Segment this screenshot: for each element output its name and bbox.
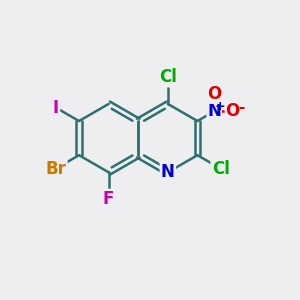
Text: Br: Br: [45, 160, 66, 178]
Text: -: -: [238, 100, 245, 115]
Text: F: F: [103, 190, 114, 208]
Text: O: O: [226, 102, 240, 120]
Text: O: O: [207, 85, 221, 103]
Text: N: N: [207, 102, 221, 120]
Text: +: +: [214, 100, 225, 112]
Text: I: I: [53, 99, 59, 117]
Text: Cl: Cl: [159, 68, 177, 86]
Text: Cl: Cl: [212, 160, 230, 178]
Text: N: N: [161, 163, 175, 181]
